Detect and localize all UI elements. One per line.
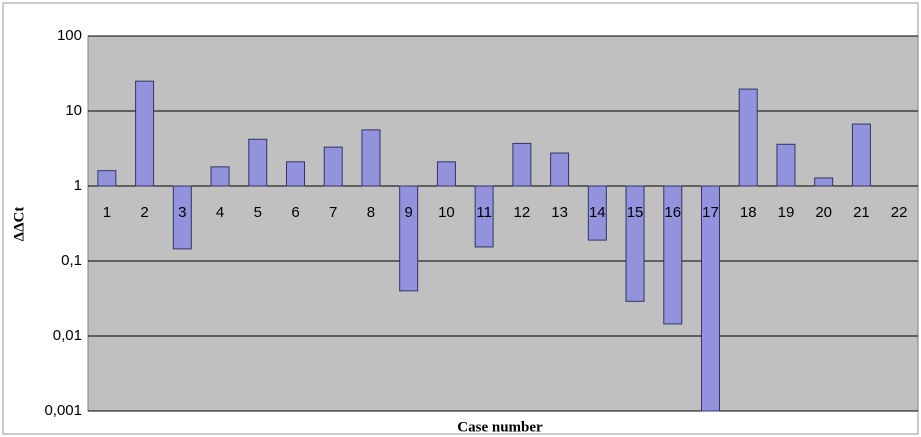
bar [851,123,871,187]
x-tick-label: 9 [405,204,413,221]
y-tick-label: 1 [74,177,82,194]
bar [587,185,607,241]
x-tick-label: 14 [589,204,606,221]
y-tick-label: 100 [57,27,82,44]
bar [625,185,645,302]
x-tick-label: 15 [627,204,644,221]
x-tick-label: 10 [438,204,455,221]
bar [361,129,381,187]
bar [814,177,834,187]
bar [323,146,343,187]
x-tick-label: 12 [514,204,531,221]
x-tick-label: 13 [551,204,568,221]
y-tick-label: 10 [65,102,82,119]
x-tick-label: 5 [254,204,262,221]
bar [399,185,419,292]
x-tick-label: 21 [853,204,870,221]
x-tick-label: 8 [367,204,375,221]
x-tick-label: 17 [702,204,719,221]
bar [776,143,796,187]
bar [663,185,683,325]
x-tick-label: 2 [140,204,148,221]
bar [512,142,532,187]
bar [550,152,570,187]
x-tick-label: 3 [178,204,186,221]
bar [436,161,456,187]
bar [474,185,494,248]
x-tick-label: 20 [815,204,832,221]
bar [738,88,758,187]
x-tick-label: 6 [291,204,299,221]
x-tick-label: 11 [476,204,492,221]
plot-area [87,35,919,412]
bar [97,170,117,187]
y-axis-title: ΔΔCt [11,207,27,242]
y-tick-label: 0,1 [61,252,82,269]
x-tick-label: 22 [891,204,908,221]
y-tick-label: 0,01 [53,327,82,344]
x-tick-label: 16 [664,204,681,221]
bar [172,185,192,250]
x-tick-label: 4 [216,204,224,221]
bar [135,80,155,187]
x-tick-label: 19 [778,204,795,221]
x-tick-label: 18 [740,204,757,221]
bar [286,161,305,187]
x-tick-label: 1 [103,204,111,221]
bar [248,138,268,187]
y-tick-label: 0,001 [44,402,82,419]
bar [210,166,230,187]
bar [701,185,720,412]
x-axis-title: Case number [457,419,543,435]
x-tick-label: 7 [329,204,337,221]
